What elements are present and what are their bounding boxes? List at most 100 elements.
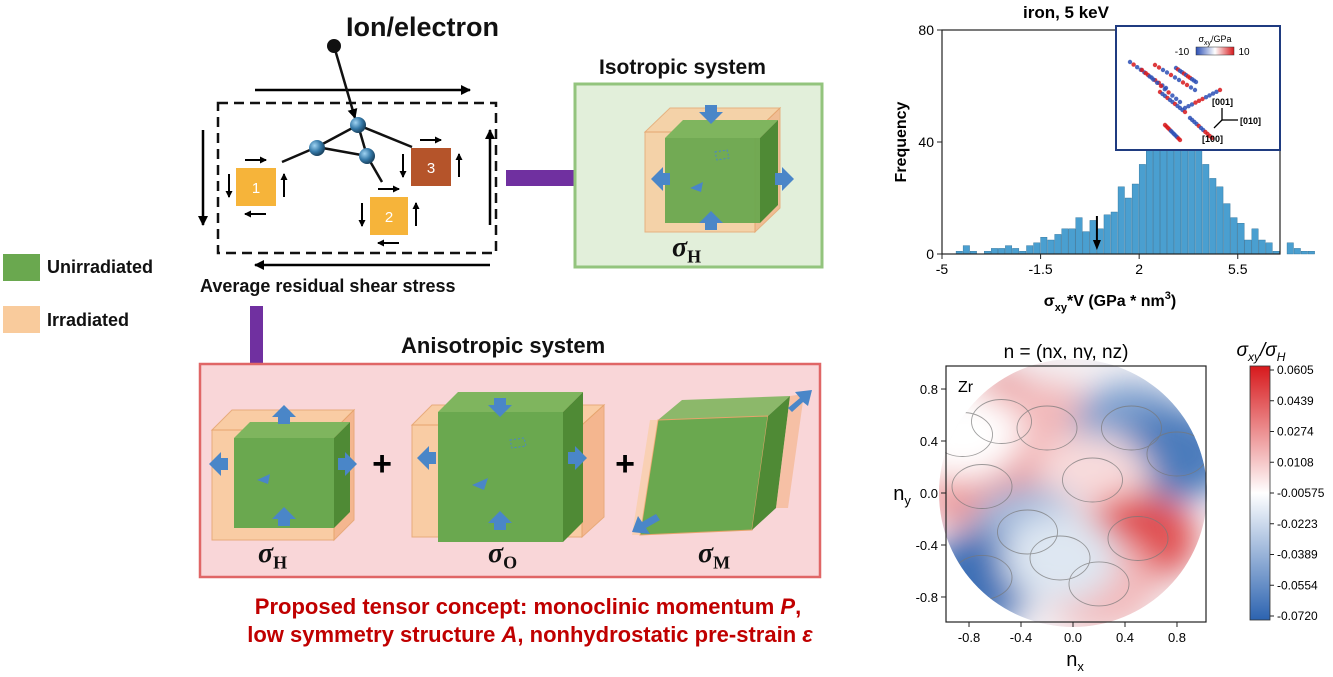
inset-atom	[1135, 65, 1140, 70]
colorbar-tick-label: -0.0389	[1277, 548, 1318, 562]
histogram-y-tick-label: 40	[918, 134, 934, 150]
inset-axis-010: [010]	[1240, 116, 1261, 126]
inset-atom	[1174, 96, 1179, 102]
histogram-bar	[1307, 250, 1315, 255]
histogram-bar	[1061, 228, 1069, 255]
isotropic-sigma: σH	[672, 232, 702, 267]
anisotropic-cube-o	[410, 392, 606, 542]
inset-colorbar-min: -10	[1175, 47, 1190, 58]
anisotropic-cube-h	[209, 405, 357, 542]
inset-atom	[1217, 87, 1223, 93]
heatmap-contour	[1029, 535, 1091, 581]
histogram-bar	[1040, 236, 1048, 255]
histogram-bar	[1216, 186, 1224, 255]
histogram-bar	[991, 248, 998, 255]
heatmap-contour	[971, 399, 1032, 444]
heatmap-y-tick-label: 0.4	[920, 434, 938, 449]
histogram-bar	[1026, 245, 1034, 255]
inset-axis-100: [100]	[1202, 134, 1223, 144]
plus-sign-1: +	[372, 445, 392, 483]
colorbar-title: σxy/σH	[1237, 340, 1286, 364]
legend-swatch-irradiated	[3, 306, 40, 333]
heatmap-region	[939, 388, 1021, 481]
inset-atom	[1151, 77, 1156, 82]
histogram-x-tick-label: 5.5	[1228, 261, 1248, 277]
heatmap-contour	[1068, 561, 1130, 607]
histogram-bar	[1251, 228, 1259, 255]
heatmap-y-tick-label: -0.8	[916, 590, 938, 605]
atom-1	[350, 117, 366, 133]
histogram-bar	[1223, 203, 1231, 255]
histogram-ylabel: Frequency	[893, 101, 910, 182]
histogram-x-tick-label: 2	[1135, 261, 1143, 277]
inset-atom	[1188, 85, 1194, 90]
inset-colorbar	[1195, 46, 1235, 56]
histogram-bar	[1230, 217, 1238, 255]
histogram-bar	[1033, 242, 1041, 255]
colorbar-tick-label: -0.0554	[1277, 578, 1318, 592]
histogram-bar	[1075, 217, 1083, 255]
heatmap-ylabel: ny	[893, 483, 911, 508]
colorbar-tick-label: 0.0605	[1277, 363, 1314, 377]
histogram-bar	[1082, 231, 1090, 255]
inset-atom	[1186, 104, 1191, 109]
legend-label-unirradiated: Unirradiated	[47, 257, 154, 277]
heatmap-y-tick-label: 0.0	[920, 486, 938, 501]
inset-atom	[1170, 93, 1175, 98]
histogram-bar	[1237, 222, 1245, 255]
inset-atom	[1176, 77, 1182, 83]
inset-atom	[1210, 91, 1216, 96]
histogram-bar	[998, 248, 1005, 255]
inset-atom	[1177, 99, 1183, 105]
histogram-bar	[1195, 141, 1203, 255]
concept-line-2: low symmetry structure A, nonhydrostatic…	[247, 622, 813, 647]
inset-atom	[1168, 72, 1174, 78]
inset-atom	[1196, 98, 1202, 104]
isotropic-cube	[643, 105, 794, 234]
inset-atom	[1164, 70, 1170, 75]
concept-line-1: Proposed tensor concept: monoclinic mome…	[254, 594, 802, 619]
inset-atom	[1214, 89, 1219, 95]
histogram-bar	[1117, 186, 1125, 255]
histogram-bar	[1258, 239, 1266, 255]
heatmap-x-tick-label: 0.8	[1168, 630, 1186, 645]
site-1-label: 1	[252, 180, 260, 197]
histogram-x-tick-label: -5	[936, 261, 949, 277]
heatmap-x-tick-label: -0.8	[958, 630, 980, 645]
site-shear-arrows	[225, 136, 463, 247]
histogram-chart: iron, 5 keV -5 -1.5 2 5.5 0 40 80 Frequency σx…	[893, 3, 1315, 314]
inset-atom	[1177, 137, 1183, 143]
mean-marker-arrowhead	[1092, 240, 1101, 250]
inset-atom	[1192, 87, 1198, 93]
colorbar-tick-label: -0.00575	[1277, 486, 1325, 500]
heatmap-y-tick-label: 0.8	[920, 382, 938, 397]
legend-label-irradiated: Irradiated	[47, 310, 130, 330]
site-3-label: 3	[427, 160, 435, 177]
colorbar-tick-label: 0.0439	[1277, 394, 1314, 408]
schematic-diagram: 1 2 3	[198, 39, 824, 579]
inset-atom	[1203, 95, 1209, 100]
inset-atom	[1160, 67, 1166, 73]
inset-colorbar-max: 10	[1238, 47, 1250, 58]
inset-atom	[1209, 135, 1215, 141]
histogram-bar	[1110, 211, 1118, 255]
colorbar	[1249, 365, 1271, 621]
heatmap-plot-frame	[945, 365, 1207, 623]
legend-swatch-unirradiated	[3, 254, 40, 281]
to-isotropic-arrow	[506, 160, 598, 196]
anisotropic-cube-m	[632, 390, 812, 536]
colorbar-tick-label: -0.0223	[1277, 517, 1318, 531]
heatmap-xlabel: nx	[1066, 649, 1084, 674]
histogram-bar	[962, 245, 970, 255]
heatmap-annotation: Zr	[958, 379, 974, 396]
inset-atom	[1143, 71, 1148, 76]
histogram-bar	[1244, 239, 1252, 255]
heatmap-contour	[1062, 457, 1123, 503]
sigma-h-term: σH	[258, 538, 288, 573]
histogram-bar	[1293, 248, 1301, 255]
atom-2	[309, 140, 325, 156]
colorbar-tick-label: 0.0108	[1277, 455, 1314, 469]
histogram-bar	[1089, 220, 1097, 255]
heatmap-region	[1002, 511, 1119, 604]
inset-atom	[1139, 67, 1145, 73]
